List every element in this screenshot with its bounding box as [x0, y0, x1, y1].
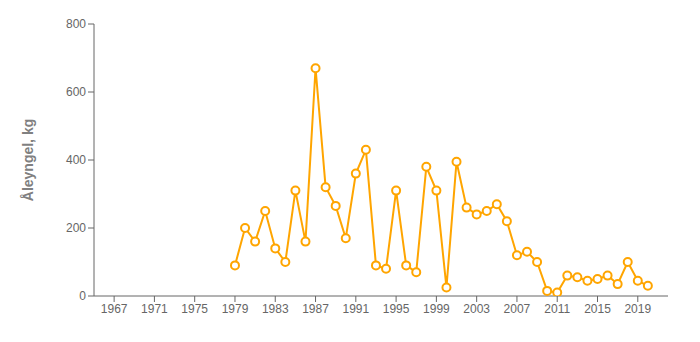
svg-text:1967: 1967 — [101, 302, 128, 316]
svg-text:1987: 1987 — [302, 302, 329, 316]
svg-text:600: 600 — [66, 85, 86, 99]
svg-text:0: 0 — [79, 289, 86, 303]
svg-text:2007: 2007 — [504, 302, 531, 316]
svg-text:1983: 1983 — [262, 302, 289, 316]
svg-text:1999: 1999 — [423, 302, 450, 316]
svg-text:1979: 1979 — [222, 302, 249, 316]
svg-text:2003: 2003 — [463, 302, 490, 316]
svg-text:1975: 1975 — [181, 302, 208, 316]
svg-text:800: 800 — [66, 17, 86, 31]
svg-text:200: 200 — [66, 221, 86, 235]
svg-text:2011: 2011 — [544, 302, 570, 316]
svg-text:1971: 1971 — [141, 302, 168, 316]
svg-text:1995: 1995 — [383, 302, 410, 316]
svg-text:Åleyngel, kg: Åleyngel, kg — [20, 119, 36, 201]
svg-text:2019: 2019 — [624, 302, 651, 316]
svg-text:400: 400 — [66, 153, 86, 167]
svg-text:1991: 1991 — [342, 302, 369, 316]
svg-text:2015: 2015 — [584, 302, 611, 316]
